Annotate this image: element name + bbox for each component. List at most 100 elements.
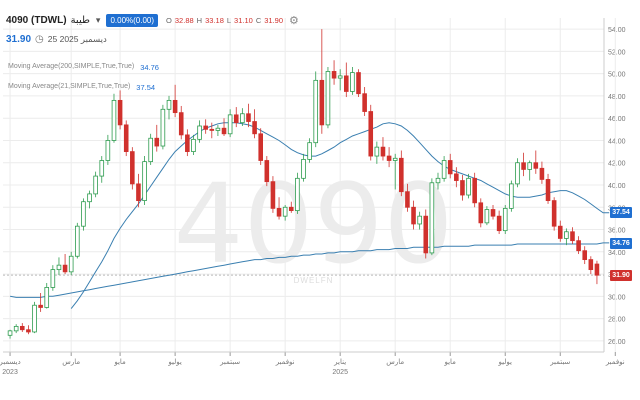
change-badge: 0.00%(0.00) xyxy=(106,13,159,27)
y-tick-label: 48.00 xyxy=(608,94,626,101)
candle-body xyxy=(533,162,539,169)
candle-body xyxy=(172,99,178,114)
watermark: 4090 xyxy=(174,160,454,288)
chevron-down-icon[interactable]: ▾ xyxy=(95,14,101,25)
clock-icon: ◷ xyxy=(35,34,44,45)
candle-body xyxy=(343,75,349,92)
candle-body xyxy=(123,124,129,152)
candle-body xyxy=(136,183,141,201)
candle-body xyxy=(337,75,343,79)
watermark-sub: DWELFN xyxy=(294,276,334,285)
candle-body xyxy=(111,99,117,141)
candle-body xyxy=(240,113,245,124)
candle-body xyxy=(81,201,86,227)
indicator-value: 37.54 xyxy=(136,83,156,92)
candle-body xyxy=(484,209,490,224)
candle-body xyxy=(203,125,208,130)
candle-body xyxy=(221,127,227,135)
candle-body xyxy=(99,160,105,177)
y-tick-label: 44.00 xyxy=(608,138,626,145)
price-row: 31.90 ◷ 25 ديسمبر 2025 xyxy=(6,34,107,45)
candle-body xyxy=(502,207,508,232)
candle-body xyxy=(441,160,447,179)
candle-body xyxy=(75,225,80,257)
candle-body xyxy=(276,207,282,217)
candle-body xyxy=(527,162,532,170)
y-tick-label: 52.00 xyxy=(608,49,626,56)
candle-body xyxy=(215,127,221,131)
candle-body xyxy=(258,133,264,161)
candle-body xyxy=(56,264,62,271)
candle-body xyxy=(130,151,135,185)
indicator-legend-ma21[interactable]: Moving Average(21,SIMPLE,True,True) 37.5… xyxy=(8,83,155,92)
x-tick-label: مارس xyxy=(386,358,404,366)
candle-body xyxy=(325,71,331,126)
candle-body xyxy=(331,71,337,79)
y-tick-label: 46.00 xyxy=(608,116,626,123)
ohlc-key-low: L xyxy=(226,15,232,25)
candle-body xyxy=(496,215,502,232)
x-tick-year: 2023 xyxy=(2,369,18,376)
candle-body xyxy=(142,161,147,201)
candle-body xyxy=(380,146,386,157)
candle-body xyxy=(515,162,520,185)
candle-body xyxy=(288,206,294,212)
candle-body xyxy=(307,142,312,160)
price-badge: 34.76 xyxy=(610,237,632,249)
candle-body xyxy=(454,173,459,181)
candle-body xyxy=(105,140,111,161)
candle-body xyxy=(313,79,319,144)
price-badge: 37.54 xyxy=(610,206,632,218)
candle-body xyxy=(576,240,581,252)
x-tick-label: يوليو xyxy=(167,358,181,366)
candle-body xyxy=(50,269,56,288)
candle-body xyxy=(154,137,160,147)
y-tick-label: 30.00 xyxy=(608,294,626,301)
x-tick-label: نوفمبر xyxy=(275,358,295,366)
ohlc-readout: O 32.88 H 33.18 L 31.10 C 31.90 xyxy=(166,16,283,25)
y-tick-label: 40.00 xyxy=(608,183,626,190)
candle-body xyxy=(411,206,416,225)
candle-body xyxy=(270,181,276,209)
x-tick-label: يناير xyxy=(333,358,346,366)
candle-body xyxy=(252,121,257,135)
x-tick-label: مايو xyxy=(113,358,126,366)
candle-body xyxy=(44,287,50,308)
candle-body xyxy=(191,138,196,152)
candle-body xyxy=(509,183,514,209)
candle-body xyxy=(166,99,172,110)
candle-body xyxy=(472,177,477,204)
candle-body xyxy=(7,330,13,336)
last-price: 31.90 xyxy=(6,34,32,45)
symbol-label[interactable]: 4090 (TDWL) xyxy=(6,14,67,26)
candle-body xyxy=(19,325,25,331)
x-tick-year: 2025 xyxy=(332,369,348,376)
candle-body xyxy=(148,137,153,163)
candle-body xyxy=(246,113,251,122)
candle-body xyxy=(460,180,465,196)
candle-body xyxy=(435,177,441,184)
ohlc-key-high: H xyxy=(196,15,203,25)
price-badge: 31.90 xyxy=(610,269,632,281)
candle-body xyxy=(227,114,233,135)
x-tick-label: سبتمبر xyxy=(219,358,240,366)
candle-body xyxy=(117,99,123,126)
candle-body xyxy=(178,112,184,136)
y-tick-label: 50.00 xyxy=(608,72,626,79)
candle-body xyxy=(417,215,422,225)
candle-body xyxy=(319,79,325,126)
candle-body xyxy=(356,72,361,95)
candle-body xyxy=(588,259,594,271)
candle-body xyxy=(197,125,202,140)
gear-icon[interactable]: ⚙ xyxy=(289,14,299,27)
candle-body xyxy=(185,134,190,152)
indicator-value: 34.76 xyxy=(140,63,159,72)
indicator-legend-ma200[interactable]: Moving Average(200,SIMPLE,True,True) 34.… xyxy=(8,63,159,72)
candle-body xyxy=(405,191,410,208)
ohlc-low: 31.10 xyxy=(234,15,253,25)
x-tick-label: مايو xyxy=(443,358,456,366)
ma200-line xyxy=(10,242,610,298)
